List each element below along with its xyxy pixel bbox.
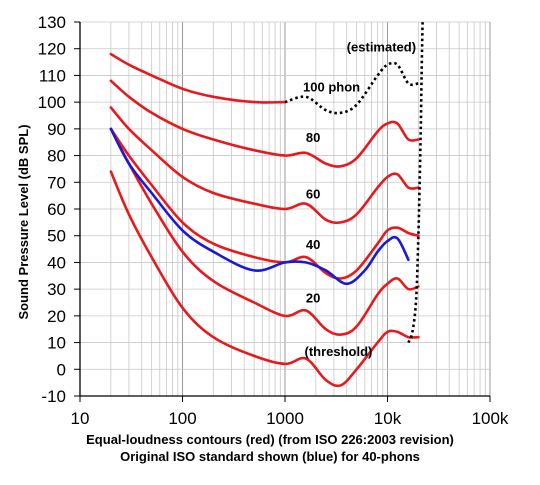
y-tick-label: 60 (47, 200, 66, 219)
x-tick-label: 1000 (266, 409, 304, 428)
y-axis-ticks: -10 0 10 20 30 40 50 60 70 80 90 100 110 120 130 (38, 13, 80, 406)
y-tick-label: 100 (38, 93, 66, 112)
series-80-phon (109, 79, 420, 168)
annotations: (estimated) 100 phon 80 60 40 20 (threshold) (303, 39, 416, 359)
x-tick-label: 100 (168, 409, 196, 428)
x-tick-label: 10k (374, 409, 402, 428)
y-tick-label: 120 (38, 40, 66, 59)
y-tick-label: 70 (47, 173, 66, 192)
y-axis-label: Sound Pressure Level (dB SPL) (16, 124, 31, 319)
y-tick-label: 40 (47, 253, 66, 272)
y-tick-label: 80 (47, 147, 66, 166)
annotation-label: 40 (306, 237, 320, 252)
y-tick-label: 0 (57, 360, 66, 379)
series-60-phon (109, 106, 420, 225)
caption-line-2: Original ISO standard shown (blue) for 4… (120, 449, 420, 464)
series-20-phon (109, 127, 420, 336)
x-tick-label: 10 (71, 409, 90, 428)
series-100-phon (109, 52, 287, 104)
y-tick-label: 130 (38, 13, 66, 32)
major-gridlines (79, 21, 491, 397)
annotation-label: 100 phon (303, 79, 360, 94)
annotation-label: 20 (306, 291, 320, 306)
contour-curves (109, 21, 424, 388)
y-tick-label: 10 (47, 334, 66, 353)
series-0-phon (109, 170, 420, 388)
y-tick-label: 50 (47, 227, 66, 246)
y-tick-label: 110 (39, 66, 66, 85)
y-tick-label: 30 (47, 280, 66, 299)
x-tick-label: 100k (472, 409, 509, 428)
annotation-label: (threshold) (305, 344, 373, 359)
y-tick-label: 90 (47, 120, 66, 139)
y-tick-label: 20 (47, 307, 66, 326)
series-estimated-6 (284, 61, 419, 115)
caption-line-1: Equal-loudness contours (red) (from ISO … (86, 432, 454, 447)
y-tick-label: -10 (41, 387, 66, 406)
annotation-label: 80 (306, 130, 320, 145)
annotation-label: (estimated) (347, 39, 416, 54)
annotation-label: 60 (306, 186, 320, 201)
series-original-iso-40 (109, 127, 410, 286)
x-axis-ticks: 10 100 1000 10k 100k (71, 396, 509, 428)
series-estimated-8 (407, 21, 424, 344)
